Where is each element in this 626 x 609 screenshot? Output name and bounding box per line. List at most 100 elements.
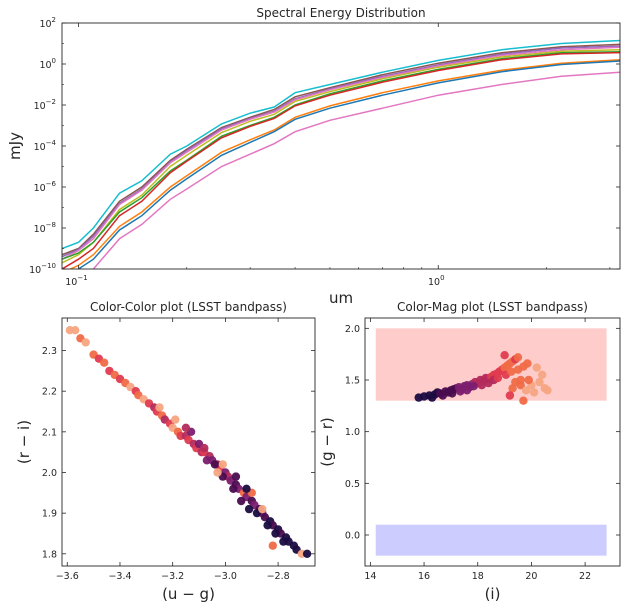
y-tick-label: 10−8 [34,221,56,235]
y-tick-label: 0.5 [345,479,360,490]
sed-series-line-5 [62,50,620,260]
y-tick-label: 1.5 [345,376,360,387]
y-tick-exponent: −10 [41,262,56,270]
scatter-point [505,391,515,400]
scatter-point [231,472,241,481]
selection-band-1 [375,524,607,556]
y-tick-label: 1.8 [42,549,57,560]
sed-series-line-4 [62,48,620,264]
plot-frame [61,317,316,567]
scatter-point [81,338,90,347]
x-tick-label: −2.8 [267,571,290,582]
x-tick-exponent: 0 [440,274,444,282]
plot-frame [364,317,621,567]
sed-series-line-3 [62,46,620,260]
y-tick-label: 2.0 [345,324,360,335]
scatter-point [448,389,457,398]
y-tick-exponent: −2 [46,98,56,106]
y-tick-base: 10 [29,265,41,276]
scatter-point [263,521,272,530]
scatter-point [462,386,472,395]
x-tick-label: −3.4 [108,571,131,582]
scatter-point [229,484,238,493]
scatter-point [513,353,523,362]
scatter-point [271,529,280,538]
scatter-point [202,456,212,465]
x-tick-base: 10 [65,277,77,288]
y-tick-label: 2.3 [42,346,57,357]
x-axis-label: (u − g) [162,585,215,603]
scatter-point [524,375,533,385]
y-tick-label: 1.0 [345,427,360,438]
y-tick-label: 10−2 [34,98,56,112]
sed-series-line-7 [70,59,620,269]
scatter-point [200,443,209,453]
y-tick-base: 10 [34,142,46,153]
x-tick-label: 18 [472,571,484,582]
y-tick-label: 0.0 [345,531,360,542]
scatter-point [438,391,447,400]
y-tick-base: 10 [34,183,46,194]
x-tick-label: −3.0 [214,571,237,582]
sed-series-line-0 [62,39,620,250]
scatter-point [71,326,80,335]
sed-series-line-8 [78,60,620,269]
scatter-point [279,537,288,546]
y-tick-exponent: −4 [46,139,57,147]
sed-series-line-9 [92,71,620,269]
scatter-point [516,375,525,385]
scatter-point [210,460,220,469]
color-mag-panel: 14 16 18 20 22 0.0 0.5 1.0 1.5 2.0 Color-Mag plot … [318,300,621,603]
scatter-point [529,388,539,397]
x-tick-label: 14 [364,571,376,582]
sed-series-line-2 [62,45,620,258]
x-tick-base: 10 [428,277,440,288]
color-color-panel: −3.6 −3.4 −3.2 −3.0 −2.8 1.8 1.9 2.0 2.1 2.2 2.3 Co… [15,300,316,603]
y-axis-label: (g − r) [318,417,336,467]
scatter-point [181,423,191,432]
scatter-point [519,396,528,405]
scatter-point [521,386,531,395]
y-tick-exponent: 0 [52,57,56,65]
y-tick-label: 2.0 [42,468,57,479]
scatter-point [242,484,251,493]
scatter-point [523,359,532,368]
scatter-point [258,504,267,514]
scatter-point [302,549,312,558]
y-axis-label: mJy [6,132,24,160]
scatter-point [493,373,503,383]
scatter-point [427,393,437,402]
scatter-point [543,386,552,395]
scatter-point [213,468,222,477]
y-tick-exponent: −6 [46,180,57,188]
y-tick-label: 10−4 [34,139,57,153]
y-tick-base: 10 [34,224,46,235]
y-tick-base: 10 [39,19,51,30]
x-tick-label: 20 [525,571,537,582]
sed-series-line-6 [62,51,620,269]
scatter-point [456,387,465,396]
y-tick-label: 2.2 [42,387,57,398]
y-tick-label: 10−6 [34,180,57,194]
scatter-point [500,351,509,360]
scatter-point [100,358,109,367]
plot-frame [61,22,621,270]
y-tick-label: 100 [39,57,56,71]
y-tick-exponent: 2 [52,16,56,24]
scatter-point [218,460,227,469]
chart-title: Color-Color plot (LSST bandpass) [90,300,287,314]
y-tick-base: 10 [39,60,51,71]
selection-band-0 [375,328,607,401]
scatter-point [535,377,544,387]
y-tick-label: 1.9 [42,509,57,520]
scatter-point [268,541,277,550]
x-tick-label: −3.6 [56,571,79,582]
x-axis-label: um [329,289,353,307]
y-tick-exponent: −8 [46,221,56,229]
chart-title: Spectral Energy Distribution [256,6,425,20]
scatter-point [237,496,246,506]
scatter-point [507,367,516,376]
x-tick-label: 22 [579,571,591,582]
